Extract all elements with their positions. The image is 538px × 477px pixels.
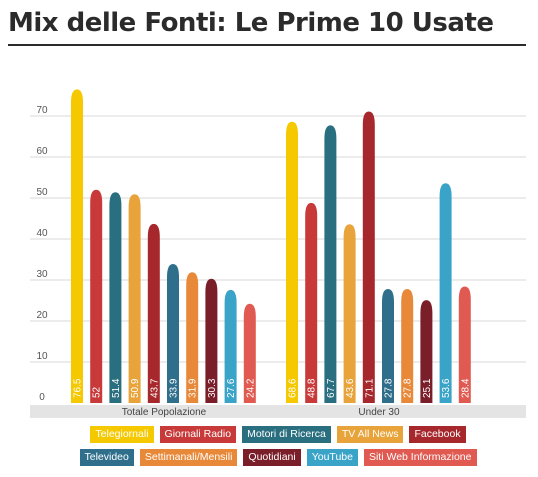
legend-item: Facebook — [409, 426, 466, 443]
legend-row: Televideo Settimanali/Mensili Quotidiani Yo… — [68, 449, 488, 466]
page-title: Mix delle Fonti: Le Prime 10 Usate — [8, 8, 494, 38]
bar — [224, 289, 237, 403]
legend-item: Televideo — [79, 449, 134, 466]
bar-value-label: 25.1 — [422, 378, 433, 398]
legend-item: Settimanali/Mensili — [139, 449, 238, 466]
bar — [286, 121, 298, 404]
legend: Telegiornali Giornali Radio Motori di Rice… — [68, 426, 488, 472]
bar-value-label: 51.4 — [111, 378, 122, 398]
bar-value-label: 27.8 — [384, 378, 395, 398]
bar — [71, 89, 83, 403]
bar-value-label: 27.8 — [403, 378, 414, 398]
x-category-label: Totale Popolazione — [122, 407, 207, 418]
bars — [71, 89, 471, 404]
title-underline — [8, 44, 526, 46]
value-labels: 76.5 52 51.4 50.9 43.7 33.9 31.9 30.3 27.6 24.2 68… — [73, 378, 472, 398]
bar — [458, 286, 471, 403]
y-tick-label: 0 — [39, 392, 45, 403]
bar — [420, 300, 433, 403]
bar — [343, 224, 356, 403]
bar-value-label: 31.9 — [188, 378, 199, 398]
bar-value-label: 43.6 — [345, 378, 356, 398]
x-axis-labels: Totale Popolazione Under 30 — [122, 407, 400, 418]
legend-item: Motori di Ricerca — [242, 426, 331, 443]
y-tick-label: 70 — [36, 105, 48, 116]
legend-item: Siti Web Informazione — [363, 449, 477, 466]
bar — [362, 111, 375, 404]
legend-item: Telegiornali — [90, 426, 154, 443]
x-category-label: Under 30 — [358, 407, 400, 418]
y-tick-label: 40 — [36, 228, 48, 239]
bar — [109, 192, 122, 403]
bar — [401, 289, 414, 403]
y-tick-label: 60 — [36, 146, 48, 157]
bar-value-label: 50.9 — [130, 378, 141, 398]
bar-value-label: 71.1 — [364, 378, 375, 398]
legend-item: TV All News — [336, 426, 404, 443]
y-tick-label: 20 — [36, 310, 48, 321]
bar-value-label: 27.6 — [226, 378, 237, 398]
bar — [324, 125, 337, 404]
bar — [382, 289, 394, 403]
bar-value-label: 52 — [92, 386, 103, 398]
legend-item: Giornali Radio — [159, 426, 237, 443]
bar — [243, 303, 256, 403]
x-axis-band — [30, 405, 526, 418]
bar-value-label: 33.9 — [169, 378, 180, 398]
bar — [167, 264, 179, 403]
bar — [305, 202, 318, 403]
bar-value-label: 67.7 — [326, 378, 337, 398]
bar-value-label: 28.4 — [460, 378, 471, 398]
bar — [147, 223, 160, 403]
y-tick-label: 50 — [36, 187, 48, 198]
legend-row: Telegiornali Giornali Radio Motori di Rice… — [68, 426, 488, 443]
legend-item: YouTube — [306, 449, 358, 466]
legend-item: Quotidiani — [243, 449, 301, 466]
y-tick-label: 10 — [36, 351, 48, 362]
bar-value-label: 48.8 — [307, 378, 318, 398]
bar — [128, 194, 141, 403]
bar-value-label: 76.5 — [73, 378, 84, 398]
bar — [439, 183, 452, 403]
bar-value-label: 53.6 — [441, 378, 452, 398]
y-tick-label: 30 — [36, 269, 48, 280]
bar — [186, 272, 199, 403]
bar-value-label: 43.7 — [149, 378, 160, 398]
bar-value-label: 30.3 — [207, 378, 218, 398]
bar — [90, 189, 103, 403]
bar-value-label: 68.6 — [288, 378, 299, 398]
bar — [205, 278, 218, 403]
bar-value-label: 24.2 — [245, 378, 256, 398]
y-axis-ticks: 0 10 20 30 40 50 60 70 — [36, 105, 48, 403]
